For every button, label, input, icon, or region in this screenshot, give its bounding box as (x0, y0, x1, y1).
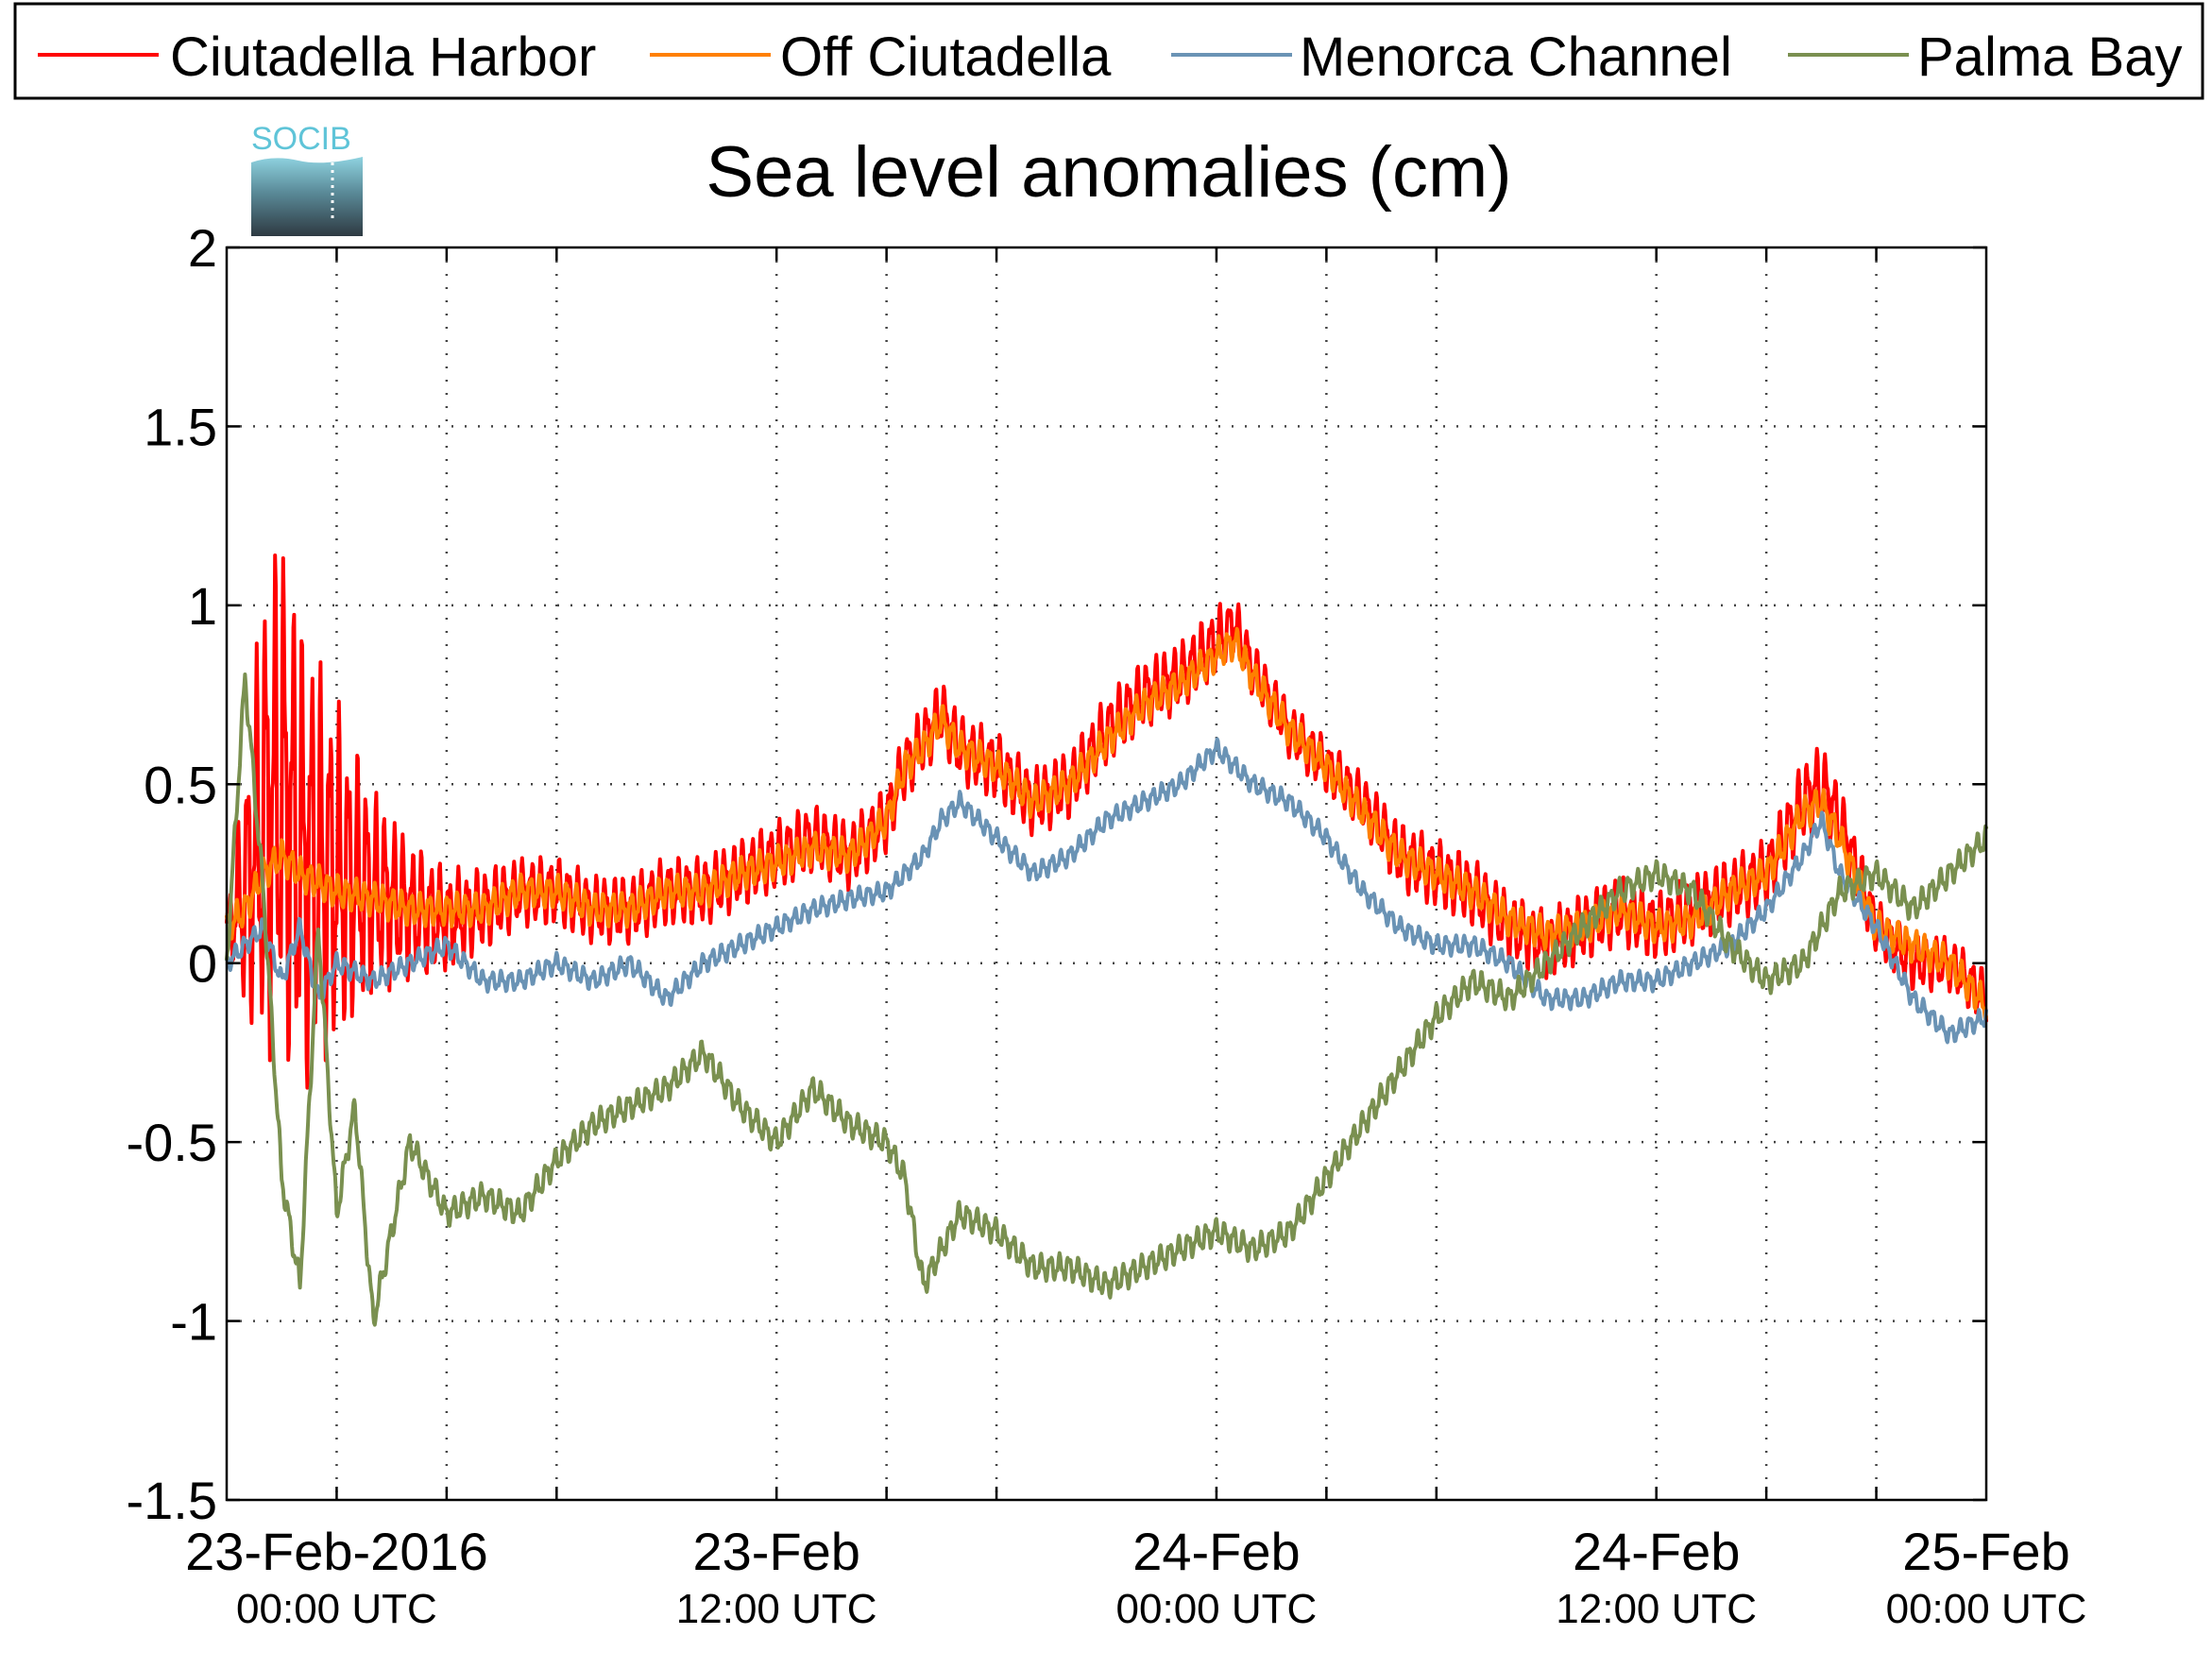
socib-logo-wave (251, 157, 363, 236)
series-line-off-ciutadella (225, 626, 1988, 1023)
plot-frame (225, 246, 1988, 1502)
x-tick-sublabel: 00:00 UTC (1116, 1586, 1318, 1632)
legend-label-ciutadella-harbor: Ciutadella Harbor (170, 26, 596, 88)
x-tick-sublabel: 12:00 UTC (676, 1586, 877, 1632)
x-tick-sublabel: 00:00 UTC (1886, 1586, 2087, 1632)
x-tick-label: 23-Feb (692, 1522, 859, 1581)
chart-title: Sea level anomalies (cm) (706, 132, 1511, 213)
series-group (225, 553, 1988, 1327)
socib-logo-text: SOCIB (251, 121, 351, 157)
socib-logo: SOCIB (251, 121, 363, 236)
y-axis: -1.5 -1 -0.5 0 0.5 1 1.5 2 (127, 218, 1986, 1530)
x-axis: 23-Feb-2016 00:00 UTC 23-Feb 12:00 UTC 24-Fe… (185, 247, 2086, 1632)
legend-label-palma-bay: Palma Bay (1917, 26, 2182, 88)
x-tick-sublabel: 12:00 UTC (1556, 1586, 1757, 1632)
x-tick-label: 24-Feb (1573, 1522, 1740, 1581)
x-tick-label: 24-Feb (1132, 1522, 1300, 1581)
x-tick-label: 23-Feb-2016 (185, 1522, 488, 1581)
y-tick-label: -0.5 (127, 1113, 218, 1172)
series-line-menorca-channel (225, 737, 1988, 1045)
x-tick-sublabel: 00:00 UTC (236, 1586, 437, 1632)
y-tick-label: 0.5 (144, 755, 217, 814)
legend-item-menorca-channel: Menorca Channel (1171, 26, 1732, 88)
y-tick-label: 0 (188, 934, 217, 994)
y-tick-label: -1.5 (127, 1471, 218, 1530)
legend-item-off-ciutadella: Off Ciutadella (650, 26, 1112, 88)
legend-item-ciutadella-harbor: Ciutadella Harbor (38, 26, 596, 88)
y-tick-label: 2 (188, 218, 217, 278)
legend: Ciutadella Harbor Off Ciutadella Menorca… (13, 2, 2204, 100)
legend-label-off-ciutadella: Off Ciutadella (780, 26, 1112, 88)
legend-label-menorca-channel: Menorca Channel (1300, 26, 1732, 88)
legend-item-palma-bay: Palma Bay (1788, 26, 2182, 88)
y-tick-label: -1 (170, 1292, 217, 1352)
y-tick-label: 1.5 (144, 397, 217, 456)
legend-box (13, 2, 2204, 100)
series-line-palma-bay (225, 673, 1988, 1327)
y-tick-label: 1 (188, 576, 217, 636)
x-tick-label: 25-Feb (1902, 1522, 2069, 1581)
